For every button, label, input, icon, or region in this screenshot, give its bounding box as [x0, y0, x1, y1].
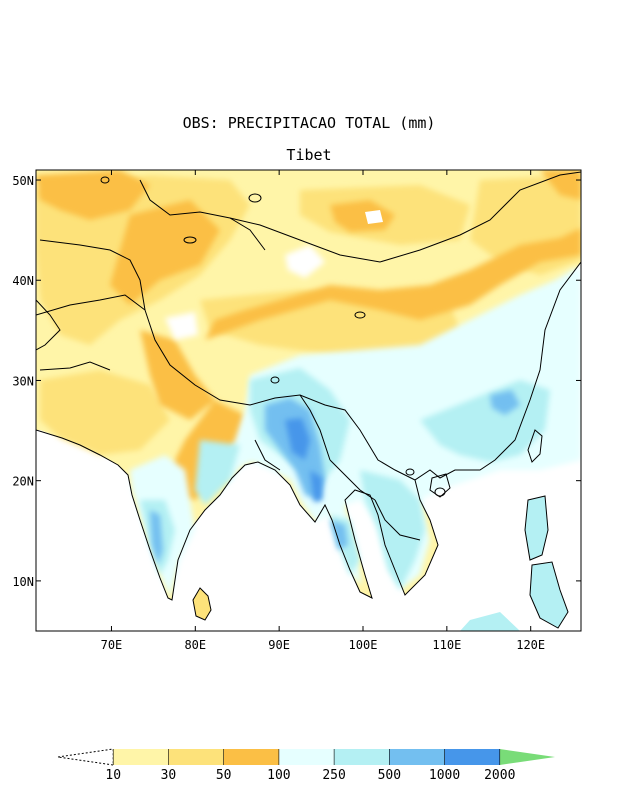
land-visayas [530, 562, 568, 628]
lat-tick-label: 30N [12, 374, 34, 388]
lon-tick-label: 70E [101, 638, 123, 652]
dry-patch [365, 210, 383, 224]
coastline-boundaries [36, 171, 581, 629]
color-legend: 10 30 50 100 250 500 1000 2000 [57, 748, 555, 783]
land-luzon [525, 496, 548, 560]
legend-swatch [334, 749, 390, 765]
map-plot-area [36, 170, 581, 631]
plot-frame [35, 169, 582, 632]
lon-tick-label: 110E [432, 638, 461, 652]
dry-patch [285, 245, 325, 278]
legend-label: 50 [216, 768, 232, 783]
legend-label: 30 [161, 768, 177, 783]
legend-swatch [168, 749, 224, 765]
land-sri-lanka [193, 588, 211, 620]
map-title: OBS: PRECIPITACAO TOTAL (mm) [182, 114, 436, 132]
land-borneo [460, 612, 520, 631]
lat-tick-label: 10N [12, 575, 34, 589]
lat-tick-label: 40N [12, 274, 34, 288]
lon-tick-label: 100E [349, 638, 378, 652]
latitude-axis: 10N 20N 30N 40N 50N [12, 174, 581, 589]
legend-label: 500 [378, 768, 401, 783]
legend-label: 250 [322, 768, 345, 783]
legend-swatch [113, 749, 169, 765]
legend-label: 10 [105, 768, 121, 783]
map-subtitle: Tibet [286, 146, 332, 164]
lon-tick-label: 90E [268, 638, 290, 652]
legend-swatch [57, 748, 114, 766]
legend-swatch [223, 749, 279, 765]
legend-label: 100 [267, 768, 290, 783]
legend-label: 1000 [429, 768, 460, 783]
precip-band-1000-2000 [285, 418, 322, 502]
dry-patch [165, 312, 198, 340]
legend-label: 2000 [484, 768, 515, 783]
legend-swatch [444, 749, 500, 765]
legend-swatch [389, 749, 445, 765]
legend-swatch [499, 749, 555, 765]
lon-tick-label: 80E [184, 638, 206, 652]
lat-tick-label: 50N [12, 174, 34, 188]
lat-tick-label: 20N [12, 475, 34, 489]
legend-swatch [278, 749, 335, 765]
lon-tick-label: 120E [516, 638, 545, 652]
precip-band-50-100 [36, 170, 581, 500]
longitude-axis: 70E 80E 90E 100E 110E 120E [101, 170, 545, 652]
